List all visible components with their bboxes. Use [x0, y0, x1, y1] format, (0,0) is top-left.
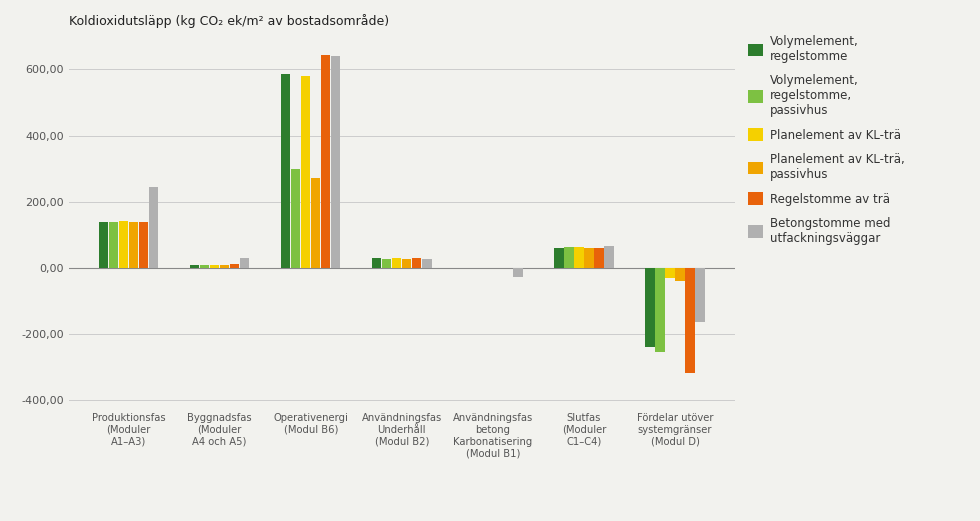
Bar — [675, 268, 685, 281]
Bar — [210, 265, 220, 268]
Bar — [149, 188, 159, 268]
Bar — [594, 248, 604, 268]
Bar — [392, 258, 402, 268]
Bar — [645, 268, 655, 347]
Bar — [109, 222, 119, 268]
Bar — [200, 265, 210, 268]
Bar — [422, 259, 431, 268]
Bar — [605, 246, 613, 268]
Bar — [514, 268, 522, 277]
Bar — [291, 169, 300, 268]
Bar — [230, 264, 239, 268]
Bar — [382, 259, 391, 268]
Bar — [311, 179, 320, 268]
Bar — [331, 56, 340, 268]
Bar — [685, 268, 695, 374]
Bar — [696, 268, 705, 322]
Bar — [321, 55, 330, 268]
Bar — [656, 268, 664, 352]
Bar — [574, 247, 583, 268]
Bar — [281, 75, 290, 268]
Bar — [119, 221, 128, 268]
Bar — [665, 268, 674, 278]
Bar — [220, 265, 229, 268]
Legend: Volymelement,
regelstomme, Volymelement,
regelstomme,
passivhus, Planelement av : Volymelement, regelstomme, Volymelement,… — [748, 35, 905, 245]
Bar — [413, 258, 421, 268]
Bar — [564, 247, 573, 268]
Bar — [301, 76, 311, 268]
Bar — [584, 248, 594, 268]
Bar — [372, 258, 381, 268]
Bar — [139, 222, 148, 268]
Bar — [129, 222, 138, 268]
Bar — [240, 258, 249, 268]
Bar — [555, 248, 564, 268]
Bar — [402, 259, 412, 268]
Bar — [190, 265, 199, 268]
Bar — [99, 222, 108, 268]
Text: Koldioxidutsläpp (kg CO₂ ek/m² av bostadsområde): Koldioxidutsläpp (kg CO₂ ek/m² av bostad… — [69, 15, 389, 28]
